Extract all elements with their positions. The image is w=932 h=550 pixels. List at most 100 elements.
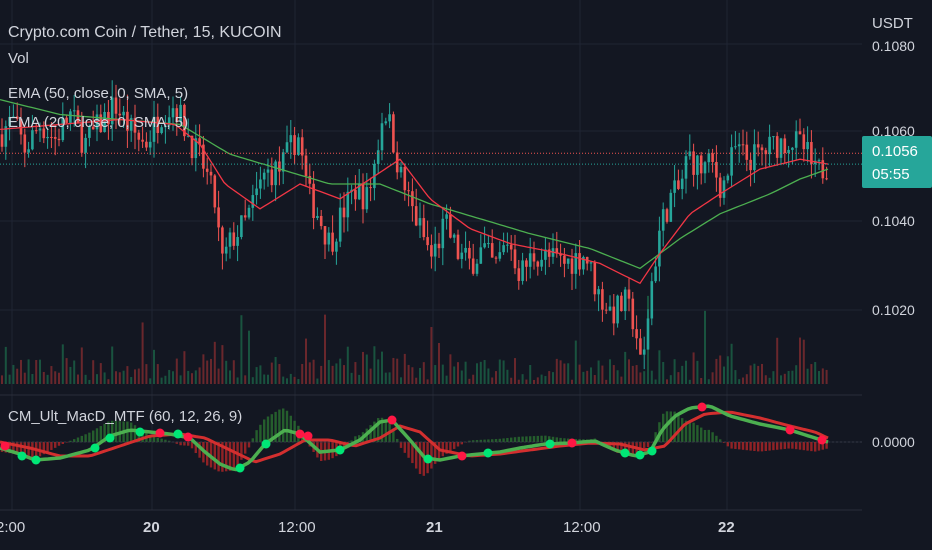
candle-body-161 bbox=[612, 306, 616, 324]
volume-bar-213 bbox=[810, 364, 813, 384]
volume-bar-135 bbox=[514, 358, 516, 384]
volume-bar-123 bbox=[468, 378, 471, 384]
volume-bar-152 bbox=[578, 364, 581, 384]
volume-bar-214 bbox=[814, 362, 817, 384]
legend-vol[interactable]: Vol bbox=[8, 50, 29, 67]
volume-bar-203 bbox=[772, 371, 775, 384]
macd-hist-bar-63 bbox=[240, 442, 243, 460]
volume-bar-62 bbox=[236, 377, 239, 384]
volume-bar-125 bbox=[476, 363, 478, 384]
volume-bar-42 bbox=[160, 377, 163, 384]
candle-body-103 bbox=[392, 114, 395, 153]
candle-body-164 bbox=[623, 289, 627, 312]
macd-hist-bar-100 bbox=[380, 417, 384, 442]
volume-bar-41 bbox=[156, 364, 159, 384]
candle-body-128 bbox=[487, 243, 490, 245]
bar-countdown: 05:55 bbox=[872, 166, 910, 183]
candle-body-141 bbox=[536, 261, 540, 267]
macd-hist-bar-162 bbox=[616, 442, 619, 453]
candle-body-203 bbox=[772, 136, 775, 138]
macd-hist-bar-172 bbox=[654, 432, 657, 442]
candle-body-111 bbox=[422, 218, 426, 238]
candle-body-132 bbox=[502, 245, 505, 253]
last-price-tag: 0.1056 05:55 bbox=[862, 136, 932, 188]
legend-macd[interactable]: CM_Ult_MacD_MTF (60, 12, 26, 9) bbox=[8, 408, 242, 425]
volume-bar-0 bbox=[1, 375, 3, 384]
candle-body-178 bbox=[677, 180, 680, 189]
macd-hist-bar-6 bbox=[23, 442, 26, 457]
macd-signal-line bbox=[0, 410, 829, 464]
candle-body-62 bbox=[236, 237, 239, 246]
volume-bar-32 bbox=[122, 370, 125, 384]
ema20-line bbox=[0, 118, 829, 285]
macd-cross-down-7 bbox=[567, 438, 577, 448]
volume-bar-106 bbox=[403, 353, 406, 384]
candle-body-166 bbox=[631, 298, 635, 330]
candle-body-213 bbox=[810, 142, 813, 165]
volume-bar-121 bbox=[460, 370, 463, 384]
volume-bar-211 bbox=[802, 339, 805, 384]
candle-body-215 bbox=[817, 160, 821, 162]
volume-bar-166 bbox=[631, 365, 634, 384]
macd-hist-bar-17 bbox=[65, 442, 68, 443]
volume-bar-76 bbox=[289, 373, 292, 384]
volume-bar-174 bbox=[662, 361, 665, 384]
volume-bar-201 bbox=[764, 375, 767, 384]
volume-bar-138 bbox=[525, 379, 528, 384]
macd-hist-bar-186 bbox=[707, 429, 710, 442]
macd-hist-bar-73 bbox=[278, 409, 281, 442]
macd-hist-bar-202 bbox=[768, 442, 771, 451]
time-axis[interactable]: 2:00 20 12:00 21 12:00 22 bbox=[0, 519, 735, 536]
candle-body-119 bbox=[452, 234, 456, 238]
macd-hist-bar-185 bbox=[703, 430, 707, 442]
macd-hist-bar-124 bbox=[472, 440, 475, 442]
volume-bar-115 bbox=[438, 342, 440, 384]
macd-cross-down-10 bbox=[817, 435, 827, 445]
candle-body-54 bbox=[205, 168, 209, 172]
candle-body-83 bbox=[316, 215, 319, 218]
volume-bar-140 bbox=[533, 379, 535, 384]
candle-body-210 bbox=[798, 131, 802, 135]
volume-bar-215 bbox=[818, 371, 820, 384]
macd-hist-bar-48 bbox=[183, 442, 186, 446]
macd-hist-bar-97 bbox=[369, 425, 372, 442]
candle-body-93 bbox=[354, 189, 357, 200]
volume-bar-24 bbox=[92, 360, 95, 384]
candle-body-107 bbox=[407, 190, 410, 192]
candle-body-60 bbox=[228, 232, 232, 247]
candle-body-7 bbox=[27, 149, 30, 153]
volume-bar-2 bbox=[8, 374, 11, 384]
candle-body-19 bbox=[72, 110, 76, 112]
macd-hist-bar-146 bbox=[555, 437, 558, 442]
candle-body-22 bbox=[84, 137, 87, 153]
macd-hist-bar-70 bbox=[266, 416, 270, 442]
macd-hist-bar-177 bbox=[673, 411, 676, 442]
legend-ema50[interactable]: EMA (50, close, 0, SMA, 5) bbox=[8, 85, 188, 102]
macd-hist-bar-93 bbox=[354, 436, 357, 442]
candle-body-4 bbox=[15, 116, 19, 119]
volume-bar-190 bbox=[723, 366, 725, 384]
volume-bar-31 bbox=[118, 372, 121, 384]
volume-bar-9 bbox=[35, 360, 38, 384]
candle-body-56 bbox=[213, 175, 217, 208]
volume-bar-102 bbox=[388, 372, 391, 384]
volume-bar-120 bbox=[457, 362, 459, 384]
candle-body-78 bbox=[297, 137, 300, 155]
candle-body-134 bbox=[509, 244, 513, 250]
chart-title[interactable]: Crypto.com Coin / Tether, 15, KUCOIN bbox=[8, 24, 282, 41]
volume-bar-111 bbox=[422, 362, 425, 384]
macd-hist-bar-207 bbox=[787, 442, 790, 449]
candle-body-129 bbox=[490, 243, 494, 258]
volume-bar-35 bbox=[134, 369, 136, 384]
macd-cross-down-6 bbox=[457, 451, 467, 461]
volume-bar-132 bbox=[502, 360, 505, 384]
price-axis[interactable]: USDT 0.1080 0.1060 0.1040 0.1020 0.0000 bbox=[872, 15, 915, 450]
volume-bar-202 bbox=[768, 377, 771, 384]
candle-body-142 bbox=[540, 259, 543, 267]
volume-bar-175 bbox=[666, 379, 668, 384]
volume-bar-1 bbox=[4, 346, 7, 384]
macd-hist-bar-193 bbox=[734, 442, 737, 449]
legend-ema20[interactable]: EMA (20, close, 0, SMA, 5) bbox=[8, 114, 188, 131]
